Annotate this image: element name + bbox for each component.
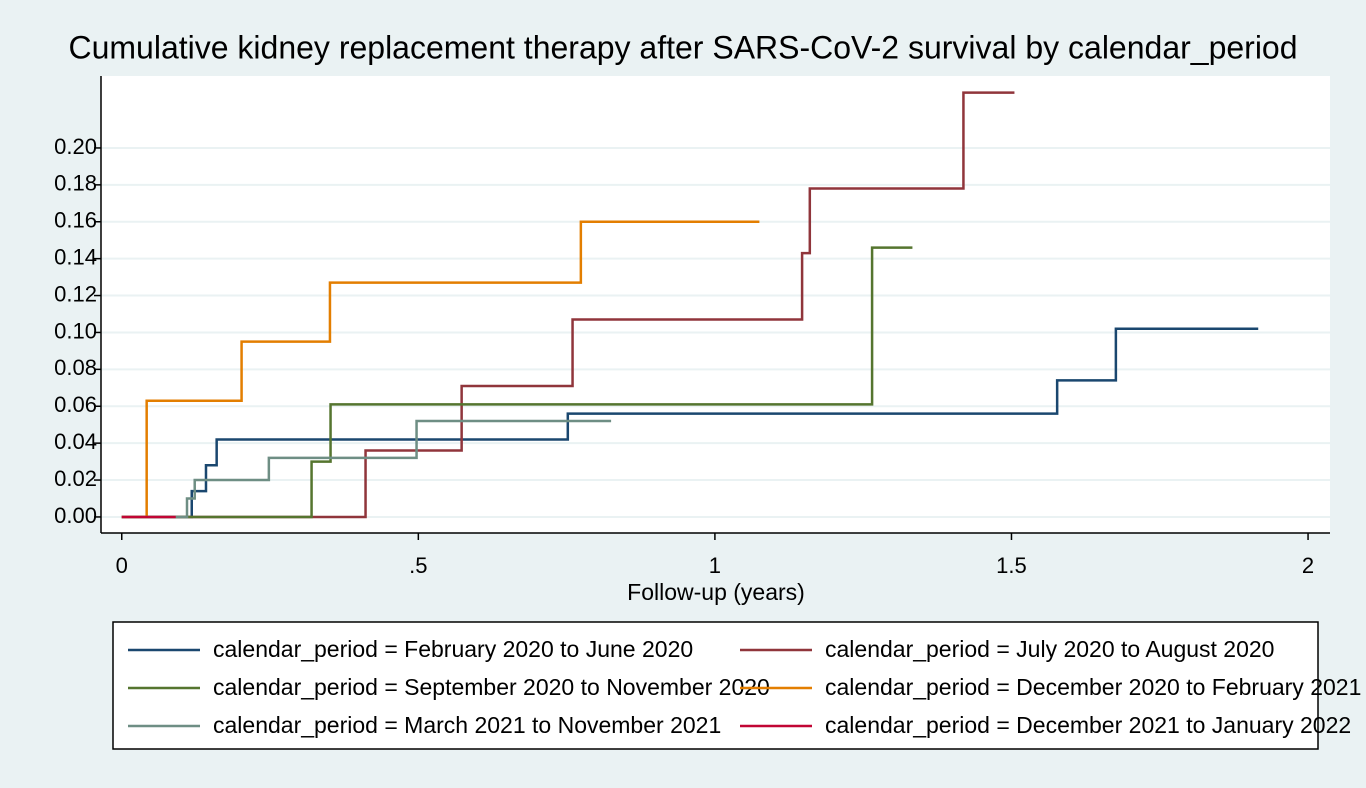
y-tick-label: 0.14 bbox=[54, 244, 97, 269]
legend-label: calendar_period = December 2021 to Janua… bbox=[825, 712, 1351, 738]
y-tick-label: 0.16 bbox=[54, 208, 97, 233]
legend-label: calendar_period = March 2021 to November… bbox=[213, 712, 721, 738]
legend bbox=[112, 621, 1319, 750]
legend-label: calendar_period = February 2020 to June … bbox=[213, 636, 693, 662]
x-axis-title: Follow-up (years) bbox=[627, 579, 805, 605]
x-tick-label: 0 bbox=[116, 553, 128, 578]
x-tick-label: 2 bbox=[1302, 553, 1314, 578]
y-tick-label: 0.02 bbox=[54, 466, 97, 491]
y-tick-label: 0.08 bbox=[54, 355, 97, 380]
step-line bbox=[121, 91, 1015, 519]
x-tick-label: 1.5 bbox=[996, 553, 1027, 578]
x-tick-label: 1 bbox=[709, 553, 721, 578]
y-tick-label: 0.06 bbox=[54, 392, 97, 417]
y-tick-label: 0.12 bbox=[54, 281, 97, 306]
plot-area bbox=[101, 76, 1330, 533]
y-tick-label: 0.10 bbox=[54, 318, 97, 343]
step-line bbox=[121, 419, 612, 519]
y-tick-label: 0.18 bbox=[54, 171, 97, 196]
step-line bbox=[121, 220, 760, 519]
x-tick-label: .5 bbox=[409, 553, 427, 578]
y-tick-label: 0.20 bbox=[54, 134, 97, 159]
legend-label: calendar_period = December 2020 to Febru… bbox=[825, 674, 1361, 700]
chart-title: Cumulative kidney replacement therapy af… bbox=[68, 29, 1297, 65]
legend-label: calendar_period = September 2020 to Nove… bbox=[213, 674, 770, 700]
step-line bbox=[121, 246, 913, 519]
y-tick-label: 0.00 bbox=[54, 503, 97, 528]
y-tick-label: 0.04 bbox=[54, 429, 97, 454]
legend-label: calendar_period = July 2020 to August 20… bbox=[825, 636, 1274, 662]
